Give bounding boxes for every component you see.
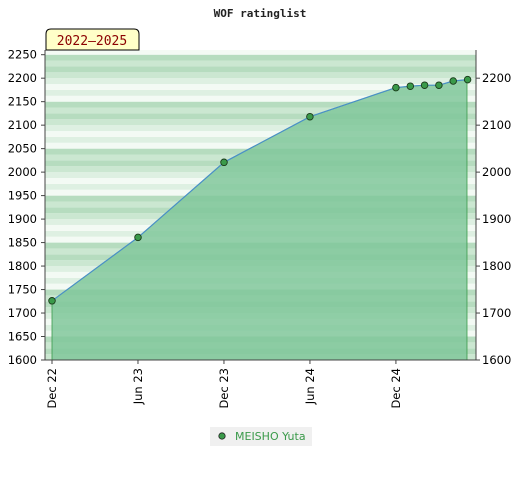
background-band [45, 66, 476, 73]
legend: MEISHO Yuta [210, 427, 312, 446]
data-point [406, 82, 415, 90]
x-tick-label: Jun 23 [131, 368, 145, 405]
background-band [45, 60, 476, 67]
period-label: 2022–2025 [57, 34, 127, 49]
y-tick-label: 1700 [8, 306, 37, 320]
x-tick-label: Dec 24 [389, 368, 403, 409]
period-badge: 2022–2025 [45, 28, 140, 51]
background-band [45, 84, 476, 90]
background-band [45, 119, 476, 126]
y-tick-label: 2000 [8, 165, 37, 179]
y-tick-label-right: 2200 [482, 71, 511, 85]
background-band [45, 101, 476, 108]
data-point [220, 158, 228, 167]
y-tick-label: 1650 [8, 330, 37, 344]
legend-series-name: MEISHO Yuta [235, 430, 306, 443]
rating-line [51, 79, 468, 302]
background-band [45, 50, 476, 55]
background-band [45, 54, 476, 61]
y-tick-label: 2250 [8, 48, 37, 62]
y-tick-label-right: 2100 [482, 118, 511, 132]
data-point [306, 112, 314, 121]
y-tick-label-right: 1900 [482, 212, 511, 226]
y-tick-label: 1950 [8, 189, 37, 203]
y-tick-label: 1850 [8, 236, 37, 250]
background-band [45, 89, 476, 96]
y-tick-label: 2100 [8, 118, 37, 132]
y-tick-label: 1600 [8, 353, 37, 367]
data-point [435, 81, 443, 89]
x-axis: Dec 22 Jun 23 Dec 23 Jun 24 Dec 24 [45, 360, 403, 409]
background-band [45, 136, 476, 143]
y-axis-right: 1600 1700 1800 1900 2000 2100 2200 [476, 71, 511, 367]
data-point [449, 77, 457, 85]
data-point [392, 83, 400, 92]
y-tick-label: 2200 [8, 71, 37, 85]
data-point [134, 233, 142, 242]
y-tick-label-right: 1800 [482, 259, 511, 273]
y-tick-label-right: 1700 [482, 306, 511, 320]
background-band [45, 125, 476, 132]
chart-title: WOF ratinglist [214, 7, 307, 20]
y-axis-left: 1600 1650 1700 1750 1800 1850 1900 1950 2000 2050… [8, 48, 45, 367]
legend-marker [218, 432, 226, 440]
background-band [45, 72, 476, 79]
data-point [463, 75, 472, 84]
background-band [45, 95, 476, 102]
data-point [48, 297, 56, 305]
y-tick-label: 1900 [8, 212, 37, 226]
background-band [45, 113, 476, 120]
y-tick-label: 1750 [8, 283, 37, 297]
x-tick-label: Dec 22 [45, 368, 59, 409]
data-point [420, 81, 429, 89]
y-tick-label: 1800 [8, 259, 37, 273]
y-tick-label-right: 2000 [482, 165, 511, 179]
background-band [45, 131, 476, 137]
y-tick-label: 2150 [8, 95, 37, 109]
y-tick-label-right: 1600 [482, 353, 511, 367]
data-points [48, 75, 472, 305]
background-band [45, 78, 476, 85]
x-tick-label: Dec 23 [217, 368, 231, 409]
y-tick-label: 2050 [8, 142, 37, 156]
background-band [45, 107, 476, 114]
x-tick-label: Jun 24 [303, 368, 317, 405]
